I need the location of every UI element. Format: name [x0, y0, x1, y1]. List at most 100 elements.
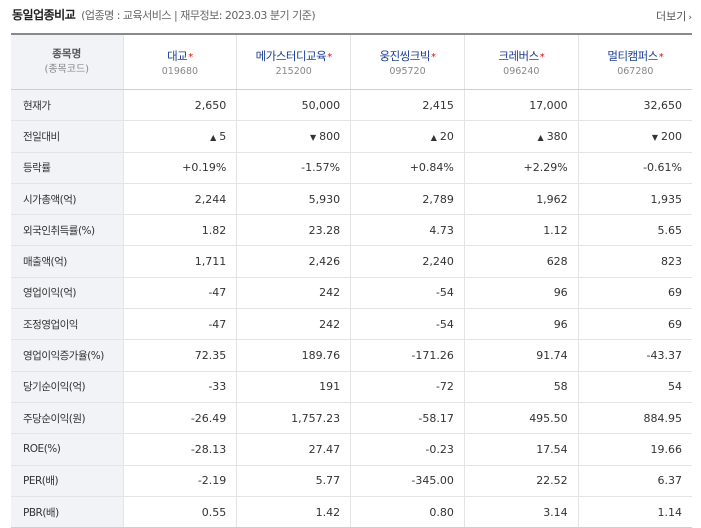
table-cell: ▲ 380 [463, 120, 579, 153]
table-cell: -26.49 [122, 402, 237, 435]
row-label: 영업이익(억) [11, 277, 123, 310]
cell-value: 2,240 [422, 255, 454, 269]
table-row: 외국인취득률(%) 1.82 23.28 4.73 1.12 5.65 [11, 214, 692, 247]
table-cell: 27.47 [236, 433, 351, 466]
table-cell: 23.28 [236, 214, 351, 247]
table-cell: 19.66 [577, 433, 692, 466]
cell-value: 2,650 [194, 98, 227, 112]
more-link[interactable]: 더보기 › [656, 8, 692, 24]
table-cell: +0.19% [122, 152, 237, 184]
row-label: 전일대비 [11, 120, 123, 153]
table-cell: 2,789 [350, 183, 465, 216]
cell-value: 2,415 [422, 98, 454, 112]
table-row: PBR(배) 0.55 1.42 0.80 3.14 1.14 [11, 496, 692, 528]
table-cell: -54 [350, 277, 465, 310]
table-row: 매출액(억) 1,711 2,426 2,240 628 823 [11, 245, 692, 278]
cell-value: 1.12 [543, 223, 568, 237]
cell-value: 189.76 [301, 349, 341, 363]
company-mark: * [539, 51, 545, 63]
triangle-down-icon: ▼ [651, 132, 658, 142]
cell-value: 5,930 [308, 192, 341, 206]
company-name: 크레버스 [498, 48, 539, 63]
cell-value: 91.74 [536, 349, 568, 363]
table-cell: 1.14 [577, 496, 692, 528]
cell-value: 1,757.23 [291, 411, 341, 425]
more-label: 더보기 [656, 10, 687, 23]
company-name-link[interactable]: 멀티캠퍼스* [579, 48, 692, 64]
cell-value: -0.23 [425, 442, 454, 456]
cell-value: 2,244 [194, 192, 227, 206]
cell-value: 54 [668, 380, 682, 394]
cell-value: -345.00 [411, 474, 454, 488]
table-cell: 1.82 [122, 214, 237, 247]
table-row: 당기순이익(억) -33 191 -72 58 54 [11, 371, 692, 403]
table-row: 영업이익(억) -47 242 -54 96 69 [11, 277, 692, 310]
company-name: 대교 [167, 48, 188, 63]
table-cell: -33 [122, 371, 237, 403]
table-row: 조정영업이익 -47 242 -54 96 69 [11, 308, 692, 341]
table-cell: -0.61% [577, 152, 692, 184]
company-name: 멀티캠퍼스 [607, 48, 658, 63]
table-cell: 72.35 [122, 339, 237, 372]
cell-value: 5.65 [657, 223, 683, 237]
table-cell: 495.50 [463, 402, 579, 435]
cell-value: -54 [435, 317, 454, 331]
table-cell: 17,000 [463, 89, 579, 122]
triangle-up-icon: ▲ [430, 132, 437, 142]
table-cell: 3.14 [463, 496, 579, 528]
company-name-link[interactable]: 메가스터디교육* [237, 48, 350, 64]
cell-value: 20 [439, 129, 454, 143]
cell-value: 1.82 [201, 223, 227, 237]
cell-value: 17.54 [536, 442, 568, 456]
company-name-link[interactable]: 웅진씽크빅* [351, 48, 464, 64]
table-cell: 1,935 [577, 183, 692, 216]
table-cell: 4.73 [350, 214, 465, 247]
company-code: 067280 [617, 65, 654, 77]
cell-value: 1,935 [650, 192, 683, 206]
table-cell: +0.84% [350, 152, 465, 184]
table-cell: 2,244 [122, 183, 237, 216]
cell-value: 3.14 [543, 505, 568, 519]
table-cell: 6.37 [577, 465, 692, 497]
row-label: 당기순이익(억) [11, 371, 123, 403]
table-cell: -72 [350, 371, 465, 403]
peer-comparison-table: 종목명 (종목코드) 대교* 019680 메가스터디교육* 215200 웅진씽크… [11, 33, 692, 528]
company-header: 크레버스* 096240 [463, 33, 579, 90]
table-cell: 2,650 [122, 89, 237, 122]
table-cell: 5.77 [236, 465, 351, 497]
cell-value: 242 [319, 286, 341, 300]
table-cell: 189.76 [236, 339, 351, 372]
cell-value: 823 [661, 255, 682, 269]
table-cell: 22.52 [463, 465, 579, 497]
cell-value: -43.37 [646, 349, 682, 363]
table-cell: ▼ 800 [236, 120, 351, 153]
company-header: 메가스터디교육* 215200 [236, 33, 351, 90]
company-name-link[interactable]: 크레버스* [465, 48, 578, 64]
company-code: 095720 [389, 65, 426, 77]
table-cell: 58 [463, 371, 579, 403]
table-cell: 0.80 [350, 496, 465, 528]
cell-value: 72.35 [194, 349, 227, 363]
corner-label: 종목명 [52, 48, 82, 60]
cell-value: 628 [546, 255, 568, 269]
cell-value: 2,426 [308, 255, 341, 269]
table-cell: -54 [350, 308, 465, 341]
table-cell: 69 [577, 308, 692, 341]
cell-value: 50,000 [301, 98, 341, 112]
cell-value: 19.66 [650, 442, 683, 456]
table-cell: 5.65 [577, 214, 692, 247]
table-cell: 17.54 [463, 433, 579, 466]
company-name-link[interactable]: 대교* [124, 48, 237, 64]
table-header-row: 종목명 (종목코드) 대교* 019680 메가스터디교육* 215200 웅진씽크… [11, 33, 692, 90]
table-cell: 91.74 [463, 339, 579, 372]
section-title: 동일업종비교 [12, 8, 76, 22]
table-cell: -2.19 [122, 465, 237, 497]
table-cell: -345.00 [350, 465, 465, 497]
table-cell: ▲ 20 [350, 120, 465, 153]
cell-value: +0.84% [409, 161, 454, 175]
row-label: 현재가 [11, 89, 123, 122]
table-row: 등락률 +0.19% -1.57% +0.84% +2.29% -0.61% [11, 152, 692, 184]
table-cell: 1,962 [463, 183, 579, 216]
table-cell: -1.57% [236, 152, 351, 184]
table-cell: 2,415 [350, 89, 465, 122]
